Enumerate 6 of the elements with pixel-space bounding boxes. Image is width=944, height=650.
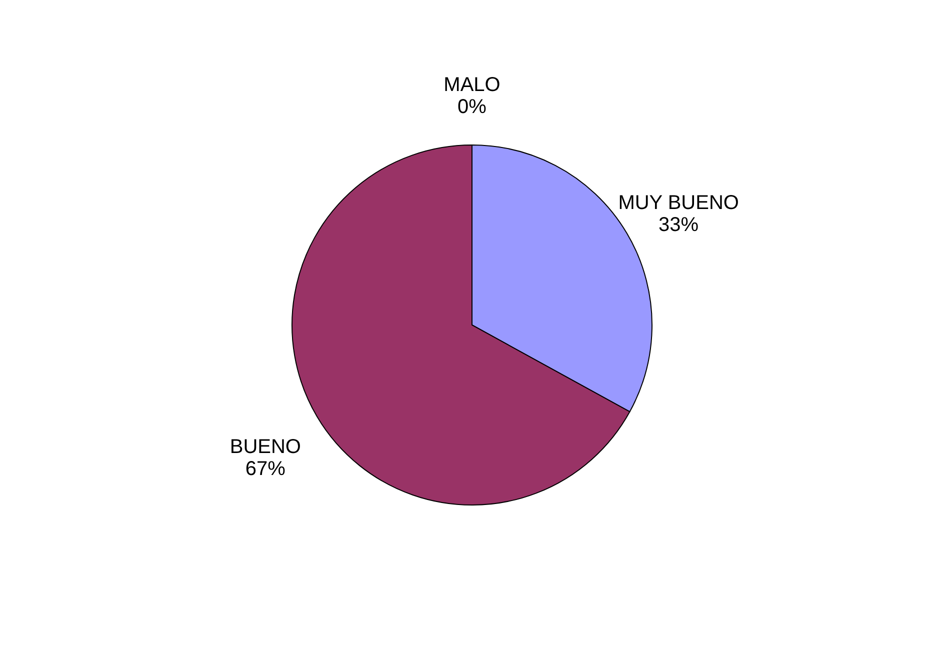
slice-label: MUY BUENO	[618, 192, 739, 214]
data-label: 33%	[658, 214, 699, 236]
slice-label: BUENO	[230, 436, 301, 458]
category-label: MALO	[444, 74, 500, 96]
data-label: 67%	[245, 458, 286, 480]
text: 0%	[458, 96, 486, 118]
